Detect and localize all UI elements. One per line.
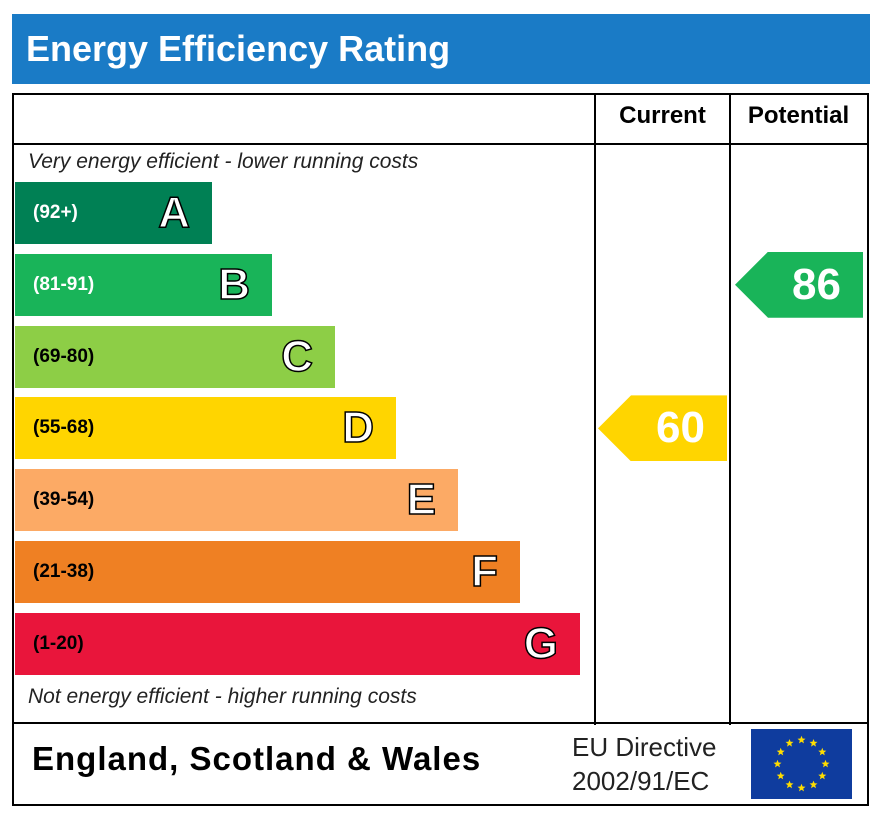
band-letter: C bbox=[280, 331, 313, 382]
band-d: (55-68) D bbox=[15, 397, 396, 460]
band-g: (1-20) G bbox=[15, 612, 580, 675]
star-icon bbox=[776, 771, 785, 780]
band-c: (69-80) C bbox=[15, 325, 335, 388]
header-divider bbox=[12, 143, 868, 145]
star-icon bbox=[797, 735, 806, 744]
band-b: (81-91) B bbox=[15, 253, 272, 316]
star-icon bbox=[818, 747, 827, 756]
band-range: (81-91) bbox=[33, 273, 95, 295]
band-letter: E bbox=[406, 474, 437, 525]
potential-rating-value: 86 bbox=[792, 259, 841, 309]
bottom-note: Not energy efficient - higher running co… bbox=[28, 685, 417, 708]
chart-title: Energy Efficiency Rating bbox=[26, 28, 451, 69]
band-letter: A bbox=[157, 187, 190, 238]
chart-frame bbox=[12, 93, 869, 806]
directive-label: EU Directive 2002/91/EC bbox=[572, 730, 716, 798]
band-letter: F bbox=[470, 546, 498, 597]
top-note: Very energy efficient - lower running co… bbox=[28, 150, 419, 173]
star-icon bbox=[773, 759, 782, 768]
band-letter: G bbox=[523, 618, 559, 669]
band-a: (92+) A bbox=[15, 182, 212, 244]
column-divider bbox=[729, 93, 731, 725]
star-icon bbox=[785, 780, 794, 789]
band-range: (1-20) bbox=[33, 632, 84, 654]
directive-line-2: 2002/91/EC bbox=[572, 766, 710, 796]
current-column-header: Current bbox=[619, 102, 706, 129]
eu-flag-icon bbox=[751, 729, 852, 799]
band-letter: D bbox=[341, 403, 374, 454]
star-icon bbox=[809, 780, 818, 789]
directive-line-1: EU Directive bbox=[572, 732, 717, 762]
current-rating-value: 60 bbox=[656, 403, 705, 453]
region-label: England, Scotland & Wales bbox=[32, 740, 482, 777]
band-range: (21-38) bbox=[33, 561, 95, 582]
band-range: (39-54) bbox=[33, 489, 95, 511]
band-letter: B bbox=[217, 259, 250, 310]
star-icon bbox=[821, 759, 830, 768]
star-icon bbox=[809, 739, 818, 747]
star-icon bbox=[785, 739, 794, 747]
band-range: (55-68) bbox=[33, 417, 95, 439]
column-divider bbox=[594, 93, 596, 725]
band-range: (69-80) bbox=[33, 345, 95, 367]
footer-divider bbox=[12, 722, 868, 724]
band-f: (21-38) F bbox=[15, 541, 520, 603]
title-bar bbox=[12, 14, 870, 84]
star-icon bbox=[797, 783, 806, 792]
potential-column-header: Potential bbox=[747, 102, 850, 129]
star-icon bbox=[776, 747, 785, 756]
band-range: (92+) bbox=[33, 202, 78, 223]
star-icon bbox=[818, 771, 827, 780]
band-e: (39-54) E bbox=[15, 469, 458, 532]
